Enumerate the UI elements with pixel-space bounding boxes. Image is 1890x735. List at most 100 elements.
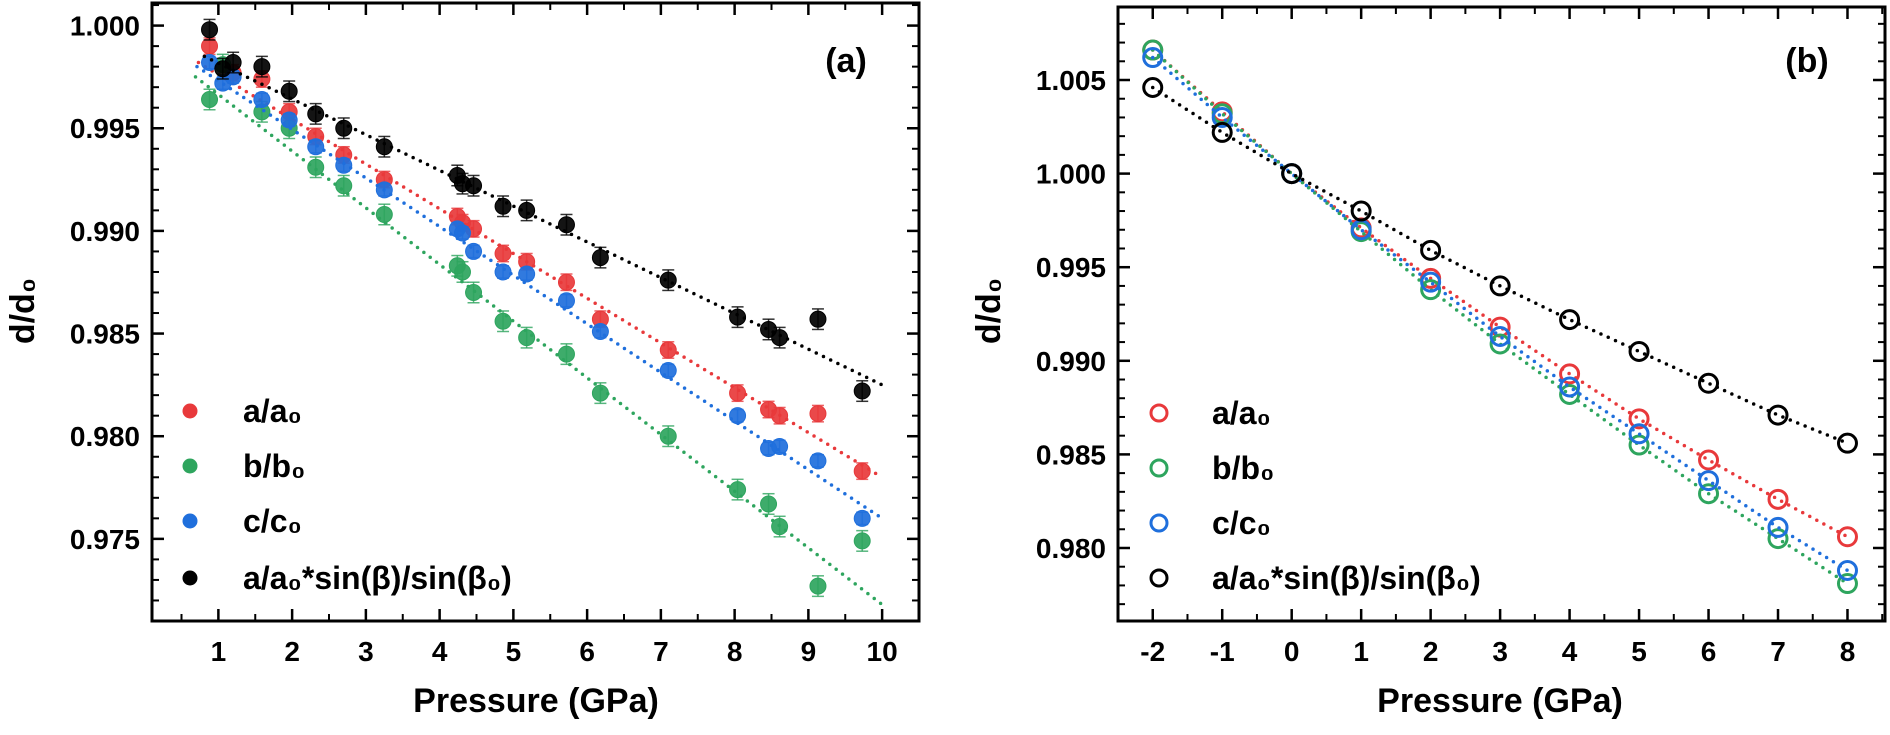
- data-point: [659, 362, 677, 380]
- data-point: [1767, 516, 1789, 538]
- data-point: [201, 21, 219, 39]
- y-tick-label: 1.000: [70, 11, 140, 42]
- fit-line: [1150, 85, 1850, 445]
- data-point: [1836, 559, 1858, 581]
- data-point: [809, 577, 827, 595]
- y-tick-label: 0.985: [70, 319, 140, 350]
- legend-label: c/c₀: [243, 503, 302, 539]
- x-tick-label: 6: [579, 636, 595, 667]
- data-point: [853, 509, 871, 527]
- x-axis-title-a: Pressure (GPa): [413, 682, 659, 720]
- data-point: [1698, 449, 1720, 471]
- legend-marker: [1149, 513, 1169, 533]
- data-point: [307, 105, 325, 123]
- data-point: [494, 244, 512, 262]
- data-point: [1559, 309, 1581, 331]
- plot-frame: [1116, 5, 1887, 623]
- data-point: [809, 405, 827, 423]
- data-point: [771, 329, 789, 347]
- data-point: [1142, 76, 1164, 98]
- data-point: [1559, 363, 1581, 385]
- series-2: [195, 54, 884, 527]
- legend-marker: [182, 403, 198, 419]
- y-tick-label: 1.000: [1036, 159, 1106, 190]
- data-point: [771, 407, 789, 425]
- fit-line: [196, 60, 884, 480]
- x-axis-title-b: Pressure (GPa): [1377, 682, 1623, 720]
- data-point: [453, 263, 471, 281]
- data-point: [253, 58, 271, 76]
- legend-marker: [182, 570, 198, 586]
- data-point: [518, 265, 536, 283]
- legend-label: a/a₀: [243, 393, 302, 429]
- legend-marker: [182, 458, 198, 474]
- data-point: [494, 197, 512, 215]
- x-tick-label: 10: [867, 636, 898, 667]
- data-point: [1142, 47, 1164, 69]
- data-point: [659, 271, 677, 289]
- data-point: [771, 518, 789, 536]
- legend-label: c/c₀: [1212, 505, 1271, 541]
- data-point: [659, 341, 677, 359]
- panel-a: (a) Pressure (GPa) d/d₀ 1 2 3 4 5 6 7 8 9 10 1.000…: [4, 1, 921, 720]
- data-point: [1628, 434, 1650, 456]
- x-tick-label: 4: [1562, 636, 1578, 667]
- legend-marker: [1149, 458, 1169, 478]
- y-tick-label: 0.975: [70, 524, 140, 555]
- data-point: [557, 273, 575, 291]
- data-point: [494, 263, 512, 281]
- x-tick-label: 3: [358, 636, 374, 667]
- y-tick-label: 1.005: [1036, 65, 1106, 96]
- data-point: [729, 308, 747, 326]
- x-tick-label: -2: [1140, 636, 1165, 667]
- data-point: [1420, 271, 1442, 293]
- legend-label: b/b₀: [243, 448, 305, 484]
- x-tick-label: 1: [1353, 636, 1369, 667]
- data-point: [809, 310, 827, 328]
- data-point: [375, 181, 393, 199]
- data-point: [1836, 573, 1858, 595]
- x-tick-label: 2: [1423, 636, 1439, 667]
- data-point: [1350, 200, 1372, 222]
- data-point: [557, 292, 575, 310]
- x-tick-label: 8: [1840, 636, 1856, 667]
- x-tick-label: -1: [1210, 636, 1235, 667]
- data-point: [335, 156, 353, 174]
- data-point: [307, 158, 325, 176]
- data-point: [1489, 275, 1511, 297]
- y-tick-label: 0.980: [70, 421, 140, 452]
- panel-label-b: (b): [1785, 42, 1828, 80]
- data-point: [1836, 432, 1858, 454]
- legend-label: b/b₀: [1212, 450, 1274, 486]
- data-point: [557, 345, 575, 363]
- data-point: [465, 242, 483, 260]
- legend-marker: [1149, 403, 1169, 423]
- legend-marker: [182, 513, 198, 529]
- series-3: [201, 18, 884, 403]
- x-tick-label: 3: [1492, 636, 1508, 667]
- x-tick-label: 2: [284, 636, 300, 667]
- panel-b: (b) Pressure (GPa) d/d₀ -2 -1 0 1 2 3 4 5 6 7 8 1.0…: [970, 5, 1887, 720]
- series-1: [193, 53, 884, 607]
- y-tick-label: 0.990: [1036, 346, 1106, 377]
- data-point: [201, 90, 219, 108]
- data-point: [518, 329, 536, 347]
- data-point: [1628, 340, 1650, 362]
- data-point: [1698, 470, 1720, 492]
- data-point: [1767, 488, 1789, 510]
- data-point: [280, 82, 298, 100]
- data-point: [307, 138, 325, 156]
- legend-marker: [1149, 568, 1169, 588]
- x-tick-label: 0: [1284, 636, 1300, 667]
- data-point: [465, 283, 483, 301]
- data-point: [591, 384, 609, 402]
- data-point: [1698, 483, 1720, 505]
- data-point: [1698, 372, 1720, 394]
- data-point: [518, 201, 536, 219]
- data-point: [335, 177, 353, 195]
- data-point: [453, 224, 471, 242]
- series-2: [1142, 47, 1858, 581]
- x-tick-label: 4: [432, 636, 448, 667]
- x-tick-label: 9: [801, 636, 817, 667]
